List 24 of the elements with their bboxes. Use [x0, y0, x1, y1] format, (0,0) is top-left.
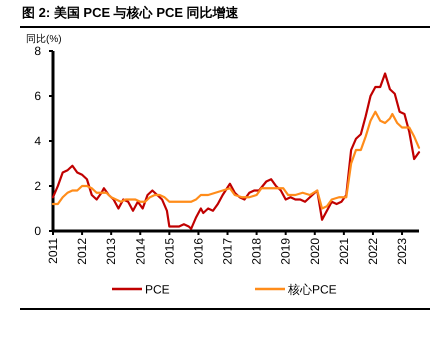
x-tick-label: 2021: [336, 238, 351, 265]
x-tick-label: 2016: [191, 238, 206, 265]
chart-title: 图 2: 美国 PCE 与核心 PCE 同比增速: [22, 5, 240, 20]
x-tick-label: 2013: [104, 238, 118, 265]
y-tick-label: 2: [34, 179, 42, 193]
y-axis-title: 同比(%): [26, 33, 62, 45]
x-tick-label: 2011: [46, 238, 60, 264]
x-tick-label: 2020: [308, 238, 322, 265]
legend-label: PCE: [145, 282, 170, 296]
legend-label: 核心PCE: [287, 282, 337, 296]
x-tick-label: 2012: [75, 238, 90, 265]
y-tick-label: 8: [34, 44, 42, 58]
x-tick-label: 2015: [162, 238, 176, 265]
line-series: [52, 110, 420, 210]
x-tick-label: 2023: [395, 238, 410, 265]
x-tick-label: 2022: [366, 238, 380, 265]
x-tick-label: 2019: [278, 238, 293, 265]
line-series: [52, 72, 420, 230]
y-tick-label: 0: [34, 224, 42, 238]
y-tick-label: 4: [34, 134, 42, 148]
x-tick-label: 2017: [220, 238, 235, 265]
x-tick-label: 2014: [133, 238, 148, 265]
y-tick-label: 6: [34, 89, 42, 103]
x-tick-label: 2018: [250, 238, 264, 265]
